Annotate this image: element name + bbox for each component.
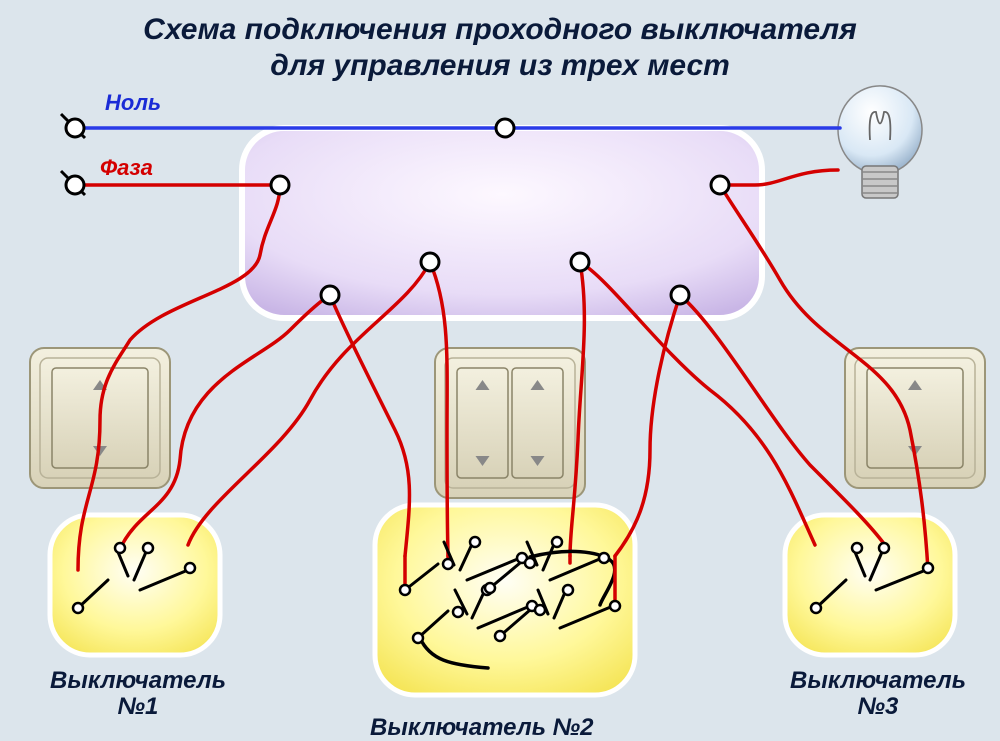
phase-label: Фаза: [100, 155, 153, 181]
diagram-title-line1: Схема подключения проходного выключателя: [0, 12, 1000, 48]
switch-1-label: Выключатель №1: [50, 668, 226, 721]
switch-3-label: Выключатель №3: [790, 668, 966, 721]
neutral-label: Ноль: [105, 90, 161, 116]
diagram-title-line2: для управления из трех мест: [0, 48, 1000, 84]
junction-box-label: Распаечная коробка: [407, 183, 570, 247]
switch-2-label: Выключатель №2: [370, 715, 593, 741]
